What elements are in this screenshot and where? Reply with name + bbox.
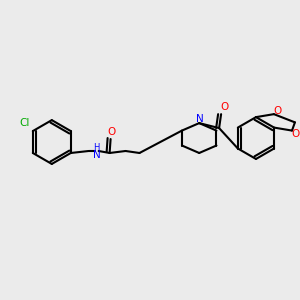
Text: O: O	[292, 129, 300, 139]
Text: O: O	[220, 102, 228, 112]
Text: O: O	[274, 106, 282, 116]
Text: N: N	[93, 150, 101, 160]
Text: N: N	[196, 114, 204, 124]
Text: O: O	[107, 127, 116, 137]
Text: Cl: Cl	[20, 118, 30, 128]
Text: H: H	[94, 142, 100, 152]
